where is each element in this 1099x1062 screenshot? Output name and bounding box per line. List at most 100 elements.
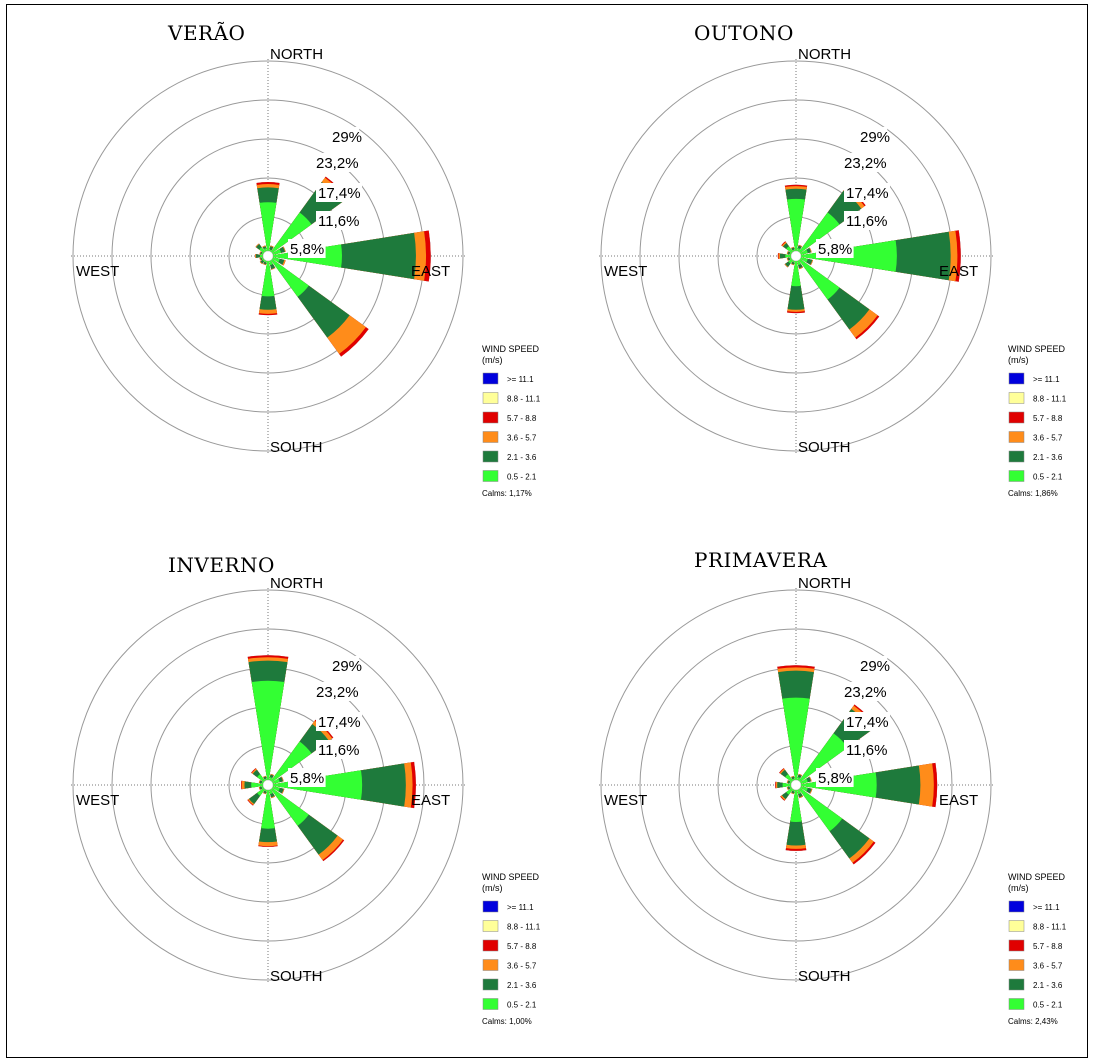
ring-circle	[111, 628, 425, 942]
ring-label: 17,4%	[318, 185, 361, 202]
ring-label-bg	[330, 656, 360, 675]
petal-segment	[782, 782, 796, 788]
petal-180	[258, 785, 278, 847]
west-label: WEST	[604, 792, 647, 809]
legend-label: 3.6 - 5.7	[1033, 434, 1063, 443]
petal-90	[796, 762, 938, 808]
legend-label: >= 11.1	[1033, 903, 1060, 912]
calm-center	[790, 250, 802, 262]
petal-segment	[251, 782, 268, 788]
legend-swatch	[482, 372, 499, 385]
petal-segment	[796, 733, 848, 785]
legend-swatch	[482, 431, 499, 443]
petal-180	[787, 256, 805, 314]
legend-label: 2.1 - 3.6	[507, 453, 537, 462]
legend-swatch	[1008, 392, 1025, 404]
petal-segment	[268, 785, 309, 826]
ring-label: 23,2%	[844, 155, 887, 172]
petal-segment	[796, 256, 840, 300]
petal-segment	[268, 256, 309, 297]
ring-label-bg	[858, 656, 888, 675]
legend-swatch	[1008, 431, 1025, 443]
ring-label-bg	[816, 239, 854, 258]
legend-swatch	[482, 959, 499, 971]
panel-title: OUTONO	[694, 21, 794, 45]
legend-swatch	[1008, 959, 1025, 971]
petal-135	[796, 785, 876, 865]
north-label: NORTH	[798, 46, 851, 63]
petal-segment	[785, 254, 796, 258]
legend-title: WIND SPEED	[1008, 872, 1066, 882]
legend-label: >= 11.1	[1033, 375, 1060, 384]
ring-label: 23,2%	[844, 684, 887, 701]
south-label: SOUTH	[798, 968, 851, 985]
petal-90	[268, 761, 416, 809]
legend-swatch	[1008, 372, 1025, 385]
legend-swatch	[1008, 450, 1025, 463]
legend-swatch	[482, 450, 499, 463]
legend-label: 0.5 - 2.1	[507, 473, 537, 482]
legend-label: 8.8 - 11.1	[1033, 395, 1067, 404]
petal-45	[796, 186, 866, 256]
legend-unit: (m/s)	[1008, 355, 1029, 365]
petal-segment	[259, 202, 277, 256]
ring-label-bg	[316, 740, 362, 759]
petal-segment	[791, 256, 801, 287]
ring-label: 11,6%	[846, 742, 887, 759]
legend-swatch	[482, 998, 499, 1010]
ring-label-bg	[858, 127, 888, 146]
wind-rose-panel: PRIMAVERA NORTH EAST SOUTH WEST 5,8% 11,6% 17,4…	[599, 548, 1067, 1026]
north-label: NORTH	[798, 575, 851, 592]
ring-label-bg	[330, 127, 360, 146]
petal-0	[784, 184, 808, 256]
petal-segment	[796, 212, 840, 256]
legend-swatch	[482, 939, 499, 952]
west-label: WEST	[76, 792, 119, 809]
ring-label: 29%	[332, 129, 362, 146]
ring-label: 29%	[860, 129, 890, 146]
ring-label-bg	[844, 740, 890, 759]
calms-label: Calms: 1,17%	[482, 489, 532, 498]
east-label: EAST	[411, 263, 450, 280]
ring-label: 11,6%	[318, 213, 359, 230]
ring-label: 23,2%	[316, 684, 359, 701]
petal-segment	[268, 741, 312, 785]
legend-label: 5.7 - 8.8	[507, 942, 537, 951]
west-label: WEST	[604, 263, 647, 280]
legend-label: 2.1 - 3.6	[1033, 981, 1063, 990]
calm-center	[262, 779, 274, 791]
north-label: NORTH	[270, 575, 323, 592]
legend: WIND SPEED(m/s) >= 11.1 8.8 - 11.1 5.7 - 8.…	[1008, 872, 1067, 1026]
legend-swatch	[1008, 939, 1025, 952]
legend-label: 8.8 - 11.1	[507, 923, 541, 932]
legend-label: 0.5 - 2.1	[1033, 473, 1063, 482]
legend-label: 0.5 - 2.1	[507, 1001, 537, 1010]
petal-segment	[787, 198, 805, 256]
ring-label-bg	[314, 682, 360, 701]
petal-270	[777, 253, 796, 259]
petal-segment	[268, 212, 312, 256]
ring-circle	[72, 589, 464, 981]
south-label: SOUTH	[798, 439, 851, 456]
legend-label: 3.6 - 5.7	[507, 962, 537, 971]
ring-label-bg	[314, 153, 360, 172]
ring-circle	[600, 589, 992, 981]
panel-title: PRIMAVERA	[694, 548, 827, 572]
ring-label: 5,8%	[818, 770, 852, 787]
ring-label: 29%	[332, 658, 362, 675]
ring-label-bg	[288, 239, 326, 258]
petal-0	[256, 182, 280, 256]
legend-title: WIND SPEED	[482, 344, 540, 354]
legend-label: 5.7 - 8.8	[1033, 942, 1063, 951]
legend-label: 8.8 - 11.1	[507, 395, 541, 404]
petal-135	[268, 256, 369, 357]
ring-label-bg	[316, 712, 362, 731]
legend-label: 2.1 - 3.6	[507, 981, 537, 990]
ring-circle	[639, 628, 953, 942]
petal-180	[785, 785, 807, 851]
legend-swatch	[1008, 411, 1025, 424]
legend-swatch	[1008, 900, 1025, 913]
